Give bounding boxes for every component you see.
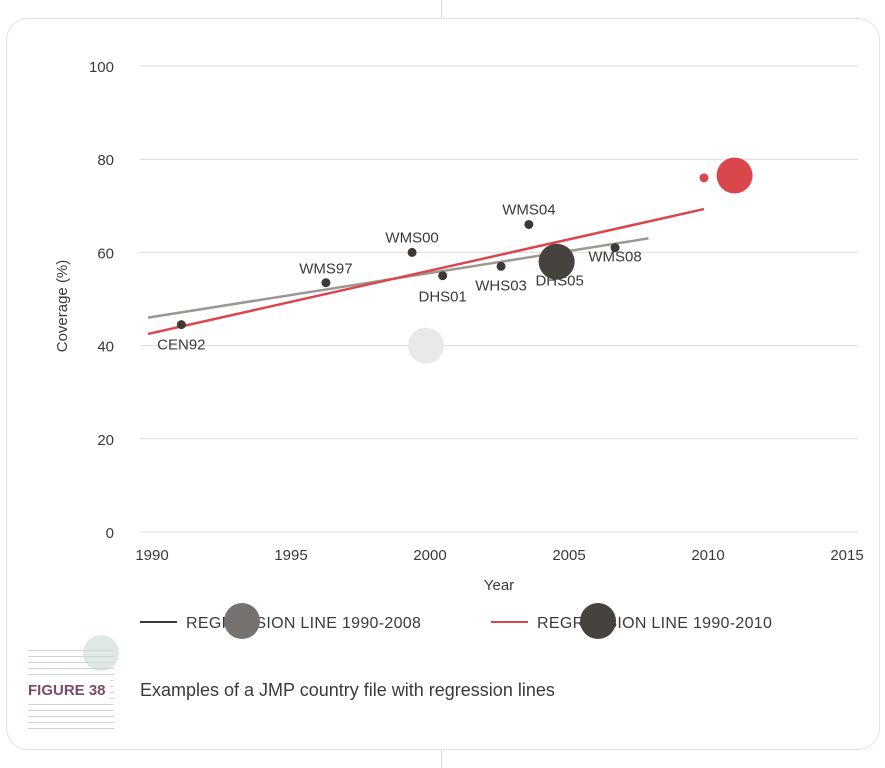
overlay-marker [408,327,444,364]
x-tick-label: 1990 [135,547,168,564]
y-tick-label: 60 [97,245,114,262]
data-point [407,247,417,257]
data-point [321,278,331,288]
grid-lines [140,65,858,533]
y-tick-label: 80 [97,152,114,169]
legend: REGRESSION LINE 1990-2008 REGRESSION LINE… [83,603,772,671]
figure-number: FIGURE 38 [28,680,110,701]
regression-lines [147,207,705,336]
data-point [699,173,709,183]
overlay-marker [716,157,753,194]
y-tick-label: 0 [106,525,114,542]
y-tick-labels: 0 20 40 60 80 100 [89,59,114,542]
point-label: WMS08 [588,249,641,266]
x-tick-label: 2015 [830,547,863,564]
page-divider-bottom [441,750,442,768]
point-label: WMS00 [385,229,438,246]
data-point [438,271,448,281]
x-tick-labels: 1990 1995 2000 2005 2010 2015 [135,547,863,564]
data-point [176,320,186,330]
y-tick-label: 20 [97,432,114,449]
regression-line [147,207,705,336]
legend-label: REGRESSION LINE 1990-2010 [537,615,772,632]
data-point [496,261,506,271]
legend-overlay-marker [580,603,616,639]
figure-caption: Examples of a JMP country file with regr… [140,680,555,700]
figure-card [6,18,880,750]
point-label: WMS04 [502,201,555,218]
x-tick-label: 2005 [552,547,585,564]
y-axis-title: Coverage (%) [54,260,71,353]
point-label: WMS97 [299,261,352,278]
x-tick-label: 1995 [274,547,307,564]
point-label: WHS03 [475,277,527,294]
data-point [610,243,620,253]
figure-label-block: FIGURE 38 [28,650,118,730]
overlay-marker [538,243,575,280]
legend-label: REGRESSION LINE 1990-2008 [186,615,421,632]
legend-overlay-marker [224,603,260,639]
data-point [524,219,534,229]
x-tick-label: 2010 [691,547,724,564]
point-label: DHS01 [419,289,467,306]
page-divider-top [441,0,442,18]
point-label: CEN92 [157,337,205,354]
overlay-markers [408,157,753,364]
y-tick-label: 100 [89,59,114,76]
x-tick-label: 2000 [413,547,446,564]
x-axis-title: Year [484,577,514,594]
y-tick-label: 40 [97,339,114,356]
